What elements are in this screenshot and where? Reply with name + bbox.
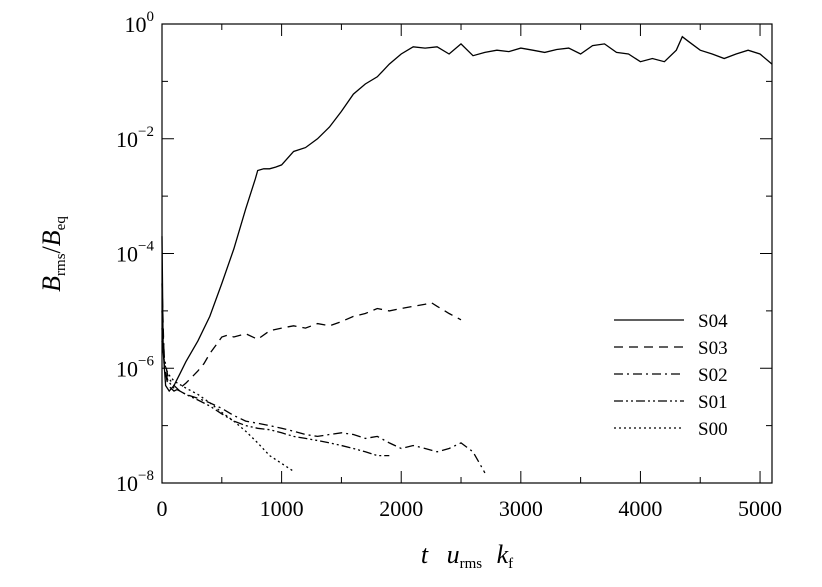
x-tick-label: 2000: [379, 496, 423, 521]
y-tick-label: 10−2: [116, 124, 154, 152]
legend-label-s04: S04: [698, 311, 728, 332]
x-tick-label: 0: [157, 496, 168, 521]
legend: S04 S03 S02 S01 S00: [614, 311, 728, 440]
x-tick-label: 5000: [738, 496, 782, 521]
y-axis-label: Brms/Beq: [37, 216, 69, 292]
series-line-s02: [161, 310, 486, 474]
x-tick-labels: 0 1000 2000 3000 4000 5000: [157, 496, 783, 521]
axis-ticks: [161, 23, 772, 484]
x-tick-label: 3000: [499, 496, 543, 521]
x-tick-label: 4000: [618, 496, 662, 521]
y-tick-label: 100: [125, 9, 155, 37]
x-axis-label: t urms kf: [421, 540, 513, 574]
series-lines: [161, 35, 773, 474]
legend-label-s00: S00: [698, 419, 728, 440]
y-tick-label: 10−4: [116, 239, 154, 267]
series-line-s01: [161, 328, 390, 457]
series-line-s03: [161, 283, 462, 392]
y-tick-labels: 10−8 10−6 10−4 10−2 100: [116, 9, 154, 496]
y-tick-label: 10−8: [116, 468, 154, 496]
x-tick-label: 1000: [260, 496, 304, 521]
plot-frame: [161, 23, 773, 484]
legend-label-s02: S02: [698, 365, 728, 386]
y-tick-label: 10−6: [116, 353, 154, 381]
legend-label-s01: S01: [698, 392, 728, 413]
legend-label-s03: S03: [698, 338, 728, 359]
series-line-s00: [161, 340, 294, 472]
series-line-s04: [161, 35, 773, 393]
